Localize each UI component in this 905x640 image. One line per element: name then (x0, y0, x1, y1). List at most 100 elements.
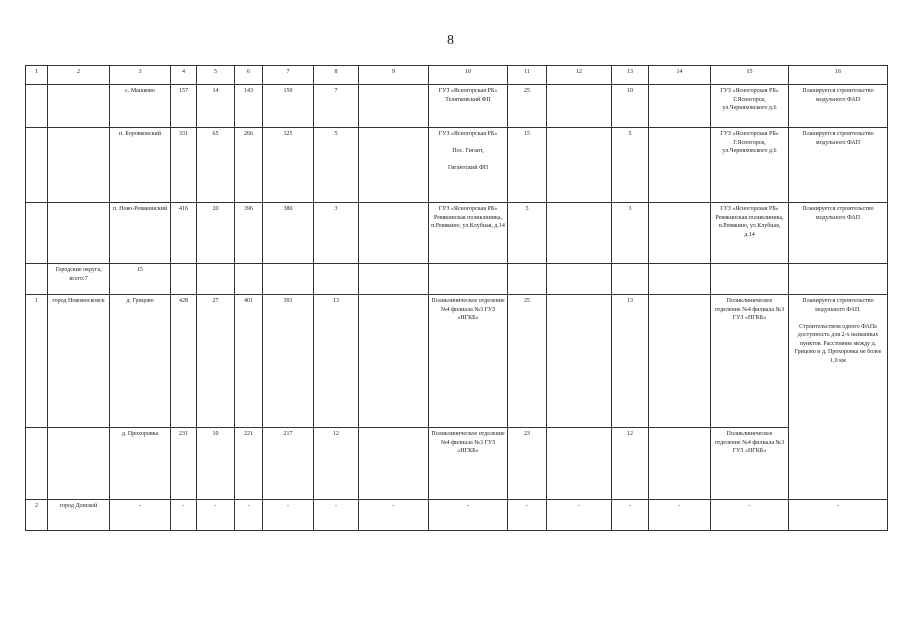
table-row: п. Боровковский 331 65 266 325 5 ГУЗ «Ясногорс… (25, 127, 888, 203)
table-cell: - (262, 499, 314, 531)
table-cell (428, 263, 508, 295)
table-cell: 14 (196, 84, 235, 128)
table-cell: д. Грицово (109, 294, 171, 428)
table-cell: 10 (196, 427, 235, 500)
table-cell (648, 263, 711, 295)
table-cell: ГУЗ «Ясногорская РБ» Г.Ясногорск, ул.Чер… (710, 84, 789, 128)
column-header: 5 (196, 65, 235, 85)
column-header: 6 (234, 65, 263, 85)
table-cell (196, 263, 235, 295)
table-cell: 5 (313, 127, 359, 203)
table-cell: 15 (109, 263, 171, 295)
table-cell: 25 (507, 294, 547, 428)
column-header: 2 (47, 65, 110, 85)
table-cell: с. Машково (109, 84, 171, 128)
table-cell (648, 84, 711, 128)
table-cell (648, 294, 711, 428)
table-cell: ГУЗ «Ясногорская РБ» Ревякинская поликли… (428, 202, 508, 264)
table-cell: Поликлиническое отделение №4 филиала №3 … (710, 294, 789, 428)
table-cell: 401 (234, 294, 263, 428)
table-cell: 396 (234, 202, 263, 264)
table-cell: 13 (313, 294, 359, 428)
table-cell: город Донской (47, 499, 110, 531)
table-cell (47, 427, 110, 500)
table-cell: 5 (611, 127, 649, 203)
table-cell: 3 (313, 202, 359, 264)
table-cell: 25 (507, 84, 547, 128)
table-cell: 428 (170, 294, 197, 428)
table-cell: 5 (507, 202, 547, 264)
table-cell (788, 263, 888, 295)
table-cell (710, 263, 789, 295)
column-header: 4 (170, 65, 197, 85)
table-cell: 1 (25, 294, 48, 428)
table-cell (25, 202, 48, 264)
column-header: 16 (788, 65, 888, 85)
table-cell: ГУЗ «Ясногорская РБ» Пос. Гигант, Гигант… (428, 127, 508, 203)
table-cell (358, 294, 429, 428)
table-cell (648, 202, 711, 264)
table-cell: - (313, 499, 359, 531)
table-cell: - (196, 499, 235, 531)
table-row: Городские округа, всего:7 15 (25, 263, 888, 295)
column-header: 9 (358, 65, 429, 85)
table-cell: Поликлиническое отделение №4 филиала №3 … (710, 427, 789, 500)
table-cell: 20 (196, 202, 235, 264)
table-cell: д. Прохоровка (109, 427, 171, 500)
table-cell: - (710, 499, 789, 531)
table-cell (170, 263, 197, 295)
table-cell (47, 84, 110, 128)
table-cell: 393 (262, 294, 314, 428)
table-cell: 7 (313, 84, 359, 128)
table-row: с. Машково 157 14 143 150 7 ГУЗ «Ясногорская Р… (25, 84, 888, 128)
table-cell (47, 202, 110, 264)
table-cell (648, 427, 711, 500)
table-cell: Планируется строительство модульного ФАП (788, 84, 888, 128)
column-header: 11 (507, 65, 547, 85)
table-cell (25, 263, 48, 295)
table-cell: 266 (234, 127, 263, 203)
table-cell: город Новомосковск (47, 294, 110, 428)
table-cell: 157 (170, 84, 197, 128)
table-cell: Планируется строительство модульного ФАП (788, 202, 888, 264)
table-cell: 231 (170, 427, 197, 500)
table-cell: Планируется строительство модульного ФАП (788, 127, 888, 203)
table-cell: Планируется строительство модульного ФАП… (788, 294, 888, 500)
table-cell: 12 (611, 427, 649, 500)
table-cell: 331 (170, 127, 197, 203)
table-cell: Поликлиническое отделение №4 филиала №3 … (428, 427, 508, 500)
column-header: 12 (546, 65, 612, 85)
table-cell: 13 (611, 294, 649, 428)
table-cell: 65 (196, 127, 235, 203)
table-cell: - (648, 499, 711, 531)
column-header: 14 (648, 65, 711, 85)
table-cell: п. Ново-Ревякинский (109, 202, 171, 264)
table-cell: 12 (313, 427, 359, 500)
table-cell: 325 (262, 127, 314, 203)
table-cell: 143 (234, 84, 263, 128)
table-cell: - (109, 499, 171, 531)
table-cell (25, 427, 48, 500)
table-cell: 10 (611, 84, 649, 128)
table-cell (546, 294, 612, 428)
table-cell (546, 84, 612, 128)
table-cell: Поликлиническое отделение №4 филиала №3 … (428, 294, 508, 428)
table-cell: 2 (25, 499, 48, 531)
table-row: 1 город Новомосковск д. Грицово 428 27 401 393… (25, 294, 888, 500)
table-cell: - (358, 499, 429, 531)
facilities-table: 1 2 3 4 5 6 7 8 9 10 11 12 13 14 15 16 с. Машково 157 14 14… (25, 65, 888, 531)
header-row: 1 2 3 4 5 6 7 8 9 10 11 12 13 14 15 16 (25, 65, 888, 85)
table-cell: Городские округа, всего:7 (47, 263, 110, 295)
table-cell (648, 127, 711, 203)
table-cell: - (546, 499, 612, 531)
table-cell: - (428, 499, 508, 531)
table-cell (234, 263, 263, 295)
page-number: 8 (447, 33, 454, 48)
table-cell (546, 263, 612, 295)
table-cell: - (788, 499, 888, 531)
table-row: д. Прохоровка 231 10 221 217 12 Поликлиническо… (25, 427, 888, 500)
table-cell: - (611, 499, 649, 531)
table-cell: п. Боровковский (109, 127, 171, 203)
table-cell (25, 127, 48, 203)
table-row: п. Ново-Ревякинский 416 20 396 380 3 ГУЗ «Ясно… (25, 202, 888, 264)
